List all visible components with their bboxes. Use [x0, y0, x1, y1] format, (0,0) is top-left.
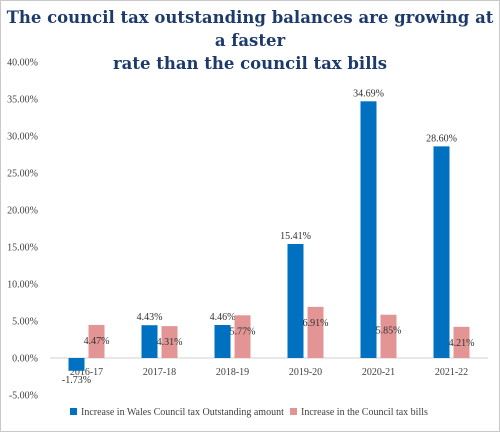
bar-outstanding-amount — [68, 358, 85, 371]
x-tick-label: 2017-18 — [143, 367, 176, 378]
x-tick-label: 2019-20 — [289, 367, 322, 378]
chart-title: The council tax outstanding balances are… — [0, 6, 500, 75]
data-label-council-tax-bills: 4.21% — [449, 338, 475, 349]
y-tick-label: 25.00% — [7, 169, 38, 180]
legend-swatch-outstanding-amount — [70, 408, 77, 415]
y-tick-label: 10.00% — [7, 280, 38, 291]
bar-outstanding-amount — [360, 101, 377, 358]
y-tick-label: 35.00% — [7, 95, 38, 106]
bar-outstanding-amount — [287, 243, 304, 358]
data-label-outstanding-amount: 4.46% — [210, 312, 236, 323]
chart-title-line-2: rate than the council tax bills — [112, 54, 388, 73]
data-label-outstanding-amount: -1.73% — [62, 375, 91, 386]
bar-council-tax-bills — [161, 326, 178, 358]
data-label-outstanding-amount: 34.69% — [353, 88, 384, 99]
data-label-outstanding-amount: 15.41% — [280, 231, 311, 242]
bar-council-tax-bills — [234, 315, 251, 358]
chart-title-line-1: The council tax outstanding balances are… — [6, 8, 494, 50]
legend-label-council-tax-bills: Increase in the Council tax bills — [301, 407, 428, 418]
legend-label-outstanding-amount: Increase in Wales Council tax Outstandin… — [81, 407, 284, 418]
bar-council-tax-bills — [307, 306, 324, 358]
data-label-council-tax-bills: 4.47% — [84, 336, 110, 347]
data-label-council-tax-bills: 5.77% — [230, 326, 256, 337]
y-tick-label: 40.00% — [7, 58, 38, 69]
data-label-outstanding-amount: 4.43% — [137, 312, 163, 323]
y-tick-label: -5.00% — [9, 391, 38, 402]
bar-council-tax-bills — [453, 326, 470, 358]
data-label-council-tax-bills: 5.85% — [376, 326, 402, 337]
x-tick-label: 2020-21 — [362, 367, 395, 378]
bar-outstanding-amount — [141, 325, 158, 358]
data-label-outstanding-amount: 28.60% — [426, 133, 457, 144]
data-label-council-tax-bills: 4.31% — [157, 337, 183, 348]
x-tick-label: 2018-19 — [216, 367, 249, 378]
legend-swatch-council-tax-bills — [290, 408, 297, 415]
x-tick-label: 2016-17 — [70, 367, 103, 378]
y-tick-label: 30.00% — [7, 132, 38, 143]
y-tick-label: 20.00% — [7, 206, 38, 217]
bar-outstanding-amount — [433, 146, 450, 358]
bar-council-tax-bills — [380, 314, 397, 358]
y-tick-label: 0.00% — [12, 354, 38, 365]
data-label-council-tax-bills: 6.91% — [303, 318, 329, 329]
bar-outstanding-amount — [214, 324, 231, 358]
x-tick-label: 2021-22 — [435, 367, 468, 378]
y-tick-label: 15.00% — [7, 243, 38, 254]
bar-council-tax-bills — [88, 324, 105, 358]
y-tick-label: 5.00% — [12, 317, 38, 328]
